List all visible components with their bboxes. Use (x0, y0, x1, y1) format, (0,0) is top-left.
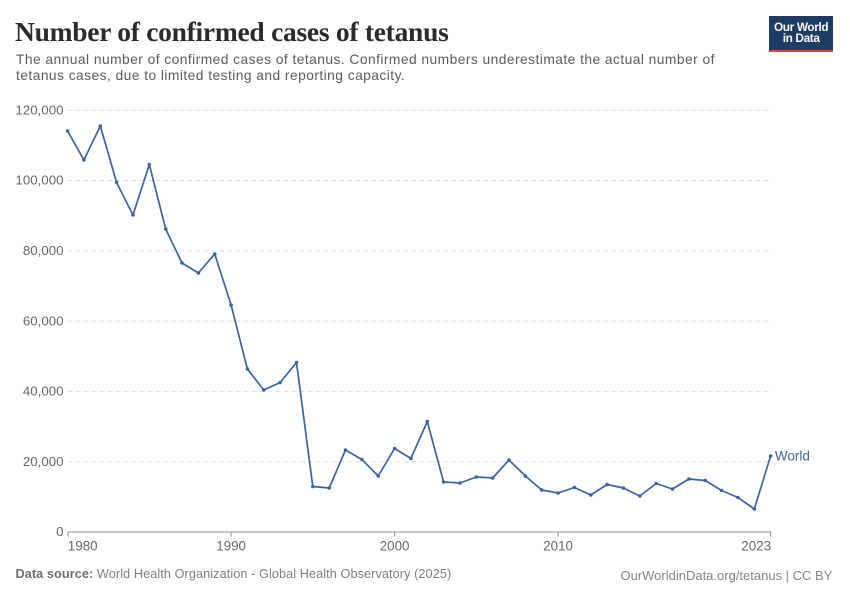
svg-text:1980: 1980 (68, 538, 98, 553)
svg-text:2000: 2000 (380, 538, 410, 553)
svg-text:1990: 1990 (216, 538, 246, 553)
svg-text:120,000: 120,000 (15, 102, 63, 117)
svg-text:40,000: 40,000 (23, 384, 64, 399)
svg-text:80,000: 80,000 (23, 243, 64, 258)
svg-text:20,000: 20,000 (23, 454, 64, 469)
svg-text:0: 0 (56, 524, 63, 539)
svg-text:2010: 2010 (543, 538, 573, 553)
svg-text:100,000: 100,000 (15, 173, 63, 188)
svg-text:World: World (775, 448, 810, 463)
svg-text:60,000: 60,000 (23, 313, 64, 328)
svg-text:2023: 2023 (741, 538, 771, 553)
